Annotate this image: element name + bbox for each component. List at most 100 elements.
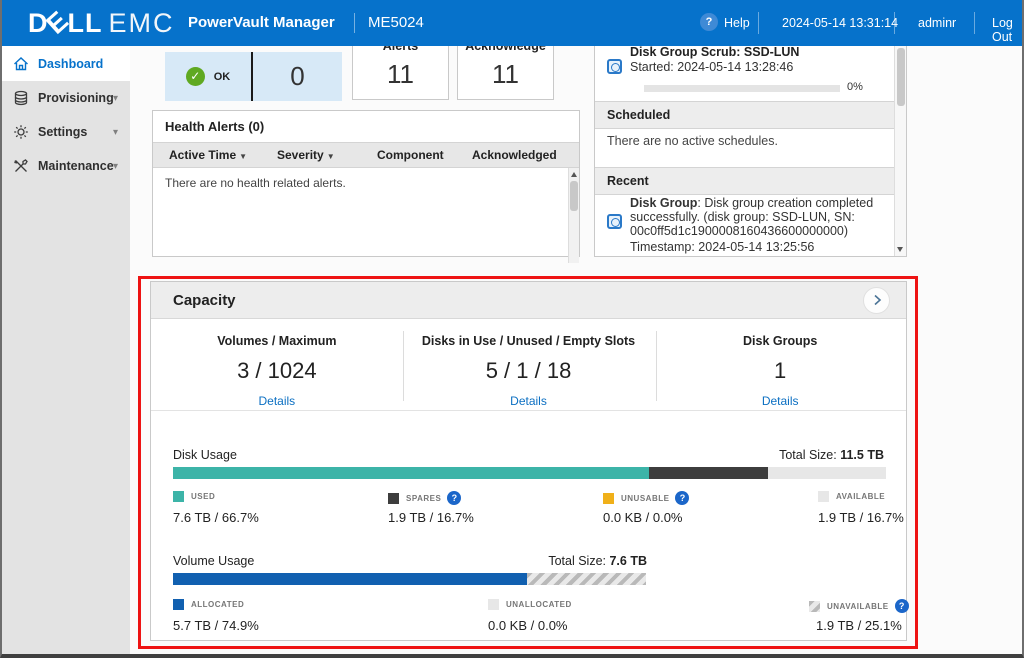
stat-volumes: Volumes / Maximum 3 / 1024 Details (151, 319, 403, 410)
sidebar-item-label: Provisioning (38, 91, 114, 105)
sort-desc-icon: ▼ (239, 152, 247, 161)
dell-emc-logo: DELL EMC (28, 8, 175, 39)
unavailable-bar-segment (527, 573, 646, 585)
volume-usage-bar (173, 573, 646, 585)
chevron-down-icon[interactable]: ▾ (113, 127, 118, 138)
scheduled-section-header: Scheduled (595, 101, 894, 129)
legend-allocated: ALLOCATED (173, 599, 244, 610)
app-window: DELL EMC PowerVault Manager ME5024 ? Hel… (0, 0, 1024, 658)
app-title: PowerVault Manager (188, 14, 335, 31)
activity-progress-label: 0% (847, 81, 863, 93)
unusable-value: 0.0 KB / 0.0% (603, 510, 683, 525)
scrollbar-thumb[interactable] (570, 181, 578, 211)
allocated-swatch (173, 599, 184, 610)
sidebar-item-label: Dashboard (38, 57, 103, 71)
column-component[interactable]: Component (361, 148, 456, 162)
help-icon[interactable]: ? (700, 13, 718, 31)
spares-value: 1.9 TB / 16.7% (388, 510, 474, 525)
sidebar-item-settings[interactable]: Settings ▾ (2, 115, 130, 149)
stat-disk-groups: Disk Groups 1 Details (654, 319, 906, 410)
details-link[interactable]: Details (151, 394, 403, 408)
health-alerts-body: There are no health related alerts. (153, 168, 579, 263)
stat-value: 3 / 1024 (151, 358, 403, 384)
capacity-panel: Capacity Volumes / Maximum 3 / 1024 Deta… (150, 281, 907, 641)
system-datetime: 2024-05-14 13:31:14 (782, 16, 898, 30)
unallocated-swatch (488, 599, 499, 610)
chevron-down-icon[interactable]: ▾ (113, 93, 118, 104)
spares-bar-segment (649, 467, 768, 479)
stat-value: 5 / 1 / 18 (403, 358, 655, 384)
available-bar-segment (768, 467, 886, 479)
stat-divider (656, 331, 657, 401)
acknowledge-count: 11 (458, 59, 553, 90)
used-bar-segment (173, 467, 649, 479)
disk-usage-title: Disk Usage (173, 448, 237, 462)
scroll-down-icon[interactable] (897, 247, 903, 252)
legend-spares: SPARES ? (388, 491, 461, 505)
help-icon[interactable]: ? (675, 491, 689, 505)
available-value: 1.9 TB / 16.7% (818, 510, 904, 525)
unallocated-value: 0.0 KB / 0.0% (488, 618, 568, 633)
health-empty-message: There are no health related alerts. (153, 168, 579, 198)
health-alerts-title: Health Alerts (0) (153, 111, 579, 142)
volume-usage-label-row: Volume Usage Total Size: 7.6 TB (173, 554, 647, 568)
volume-usage-title: Volume Usage (173, 554, 254, 568)
unavailable-swatch (809, 601, 820, 612)
sidebar-item-label: Settings (38, 125, 87, 139)
disk-usage-label-row: Disk Usage Total Size: 11.5 TB (173, 448, 884, 462)
scheduled-empty-message: There are no active schedules. (607, 134, 778, 148)
scrollbar-thumb[interactable] (897, 48, 905, 106)
sidebar-item-maintenance[interactable]: Maintenance ▾ (2, 149, 130, 183)
check-circle-icon: ✓ (186, 67, 205, 86)
legend-unavailable: UNAVAILABLE ? (809, 599, 909, 613)
logout-link[interactable]: Log Out (992, 16, 1022, 44)
health-status-box[interactable]: ✓ OK 0 (165, 52, 342, 101)
disk-task-icon (607, 59, 622, 74)
help-link[interactable]: Help (724, 16, 750, 30)
topbar-divider (894, 12, 895, 34)
capacity-header: Capacity (151, 282, 906, 319)
column-severity[interactable]: Severity▼ (261, 148, 361, 162)
expand-panel-button[interactable] (863, 287, 890, 314)
column-acknowledged[interactable]: Acknowledged (456, 148, 557, 162)
topbar-divider (974, 12, 975, 34)
system-name: ME5024 (368, 14, 424, 31)
health-alerts-panel: Health Alerts (0) Active Time▼ Severity▼… (152, 110, 580, 257)
capacity-title: Capacity (173, 292, 863, 309)
details-link[interactable]: Details (654, 394, 906, 408)
health-alerts-table-header: Active Time▼ Severity▼ Component Acknowl… (153, 142, 579, 168)
recent-event-source: Disk Group (630, 196, 697, 210)
activity-progress-bar (644, 85, 840, 92)
stat-label: Disks in Use / Unused / Empty Slots (403, 334, 655, 348)
used-value: 7.6 TB / 66.7% (173, 510, 259, 525)
chevron-right-icon (870, 293, 884, 307)
stat-label: Disk Groups (654, 334, 906, 348)
scrollbar-vertical[interactable] (568, 168, 579, 263)
available-swatch (818, 491, 829, 502)
activity-task-started: Started: 2024-05-14 13:28:46 (630, 60, 793, 74)
capacity-stats-row: Volumes / Maximum 3 / 1024 Details Disks… (151, 319, 906, 411)
unavailable-value: 1.9 TB / 25.1% (816, 618, 902, 633)
scroll-up-icon[interactable] (571, 172, 577, 177)
sidebar-item-dashboard[interactable]: Dashboard (2, 46, 130, 81)
unusable-swatch (603, 493, 614, 504)
stat-label: Volumes / Maximum (151, 334, 403, 348)
stat-value: 1 (654, 358, 906, 384)
health-status-count: 0 (253, 52, 342, 101)
details-link[interactable]: Details (403, 394, 655, 408)
sidebar-item-label: Maintenance (38, 159, 114, 173)
legend-unusable: UNUSABLE ? (603, 491, 689, 505)
title-divider (354, 13, 355, 33)
top-bar: DELL EMC PowerVault Manager ME5024 ? Hel… (2, 0, 1022, 46)
column-active-time[interactable]: Active Time▼ (153, 148, 261, 162)
sidebar-item-provisioning[interactable]: Provisioning ▾ (2, 81, 130, 115)
stat-divider (403, 331, 404, 401)
chevron-down-icon[interactable]: ▾ (113, 161, 118, 172)
disk-usage-bar (173, 467, 886, 479)
sidebar: Dashboard Provisioning ▾ Settings ▾ Main… (2, 46, 130, 658)
help-icon[interactable]: ? (447, 491, 461, 505)
storage-stack-icon (13, 90, 29, 106)
help-icon[interactable]: ? (895, 599, 909, 613)
username[interactable]: adminr (918, 16, 956, 30)
alerts-count: 11 (353, 59, 448, 90)
